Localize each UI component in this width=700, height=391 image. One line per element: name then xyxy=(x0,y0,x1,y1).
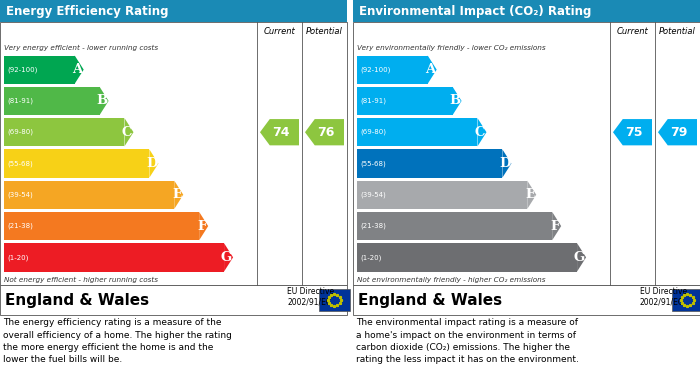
Polygon shape xyxy=(552,212,561,240)
Bar xyxy=(353,285,700,315)
Text: A: A xyxy=(72,63,83,76)
Text: G: G xyxy=(574,251,585,264)
Text: 79: 79 xyxy=(671,126,687,139)
Text: B: B xyxy=(449,95,461,108)
Text: (55-68): (55-68) xyxy=(7,160,33,167)
Text: Not environmentally friendly - higher CO₂ emissions: Not environmentally friendly - higher CO… xyxy=(357,277,545,283)
Bar xyxy=(357,56,428,84)
Text: Very environmentally friendly - lower CO₂ emissions: Very environmentally friendly - lower CO… xyxy=(357,45,545,51)
Bar xyxy=(357,181,527,209)
Text: (92-100): (92-100) xyxy=(7,66,37,73)
Polygon shape xyxy=(99,87,108,115)
Polygon shape xyxy=(199,212,208,240)
Text: (1-20): (1-20) xyxy=(360,254,382,261)
Text: (69-80): (69-80) xyxy=(7,129,33,135)
Text: The energy efficiency rating is a measure of the
overall efficiency of a home. T: The energy efficiency rating is a measur… xyxy=(3,318,232,364)
Polygon shape xyxy=(125,118,134,146)
Text: B: B xyxy=(97,95,108,108)
Text: (39-54): (39-54) xyxy=(360,192,386,198)
Text: Current: Current xyxy=(617,27,648,36)
Polygon shape xyxy=(503,149,512,178)
Text: EU Directive
2002/91/EC: EU Directive 2002/91/EC xyxy=(640,287,687,307)
Text: Energy Efficiency Rating: Energy Efficiency Rating xyxy=(6,5,169,18)
Bar xyxy=(4,212,199,240)
Bar xyxy=(353,0,700,22)
Text: D: D xyxy=(146,157,158,170)
Bar xyxy=(0,285,347,315)
Bar xyxy=(0,0,347,22)
Text: Not energy efficient - higher running costs: Not energy efficient - higher running co… xyxy=(4,277,158,283)
Text: F: F xyxy=(198,220,207,233)
Text: G: G xyxy=(220,251,232,264)
Text: E: E xyxy=(525,188,536,201)
Bar xyxy=(4,118,125,146)
Polygon shape xyxy=(658,119,697,145)
Text: Current: Current xyxy=(264,27,295,36)
Text: (92-100): (92-100) xyxy=(360,66,391,73)
Bar xyxy=(357,212,552,240)
Text: Environmental Impact (CO₂) Rating: Environmental Impact (CO₂) Rating xyxy=(359,5,592,18)
Text: (21-38): (21-38) xyxy=(360,223,386,229)
Text: The environmental impact rating is a measure of
a home's impact on the environme: The environmental impact rating is a mea… xyxy=(356,318,579,364)
Text: 74: 74 xyxy=(272,126,290,139)
Text: EU Directive
2002/91/EC: EU Directive 2002/91/EC xyxy=(287,287,334,307)
Bar xyxy=(319,289,350,311)
Text: (81-91): (81-91) xyxy=(7,98,33,104)
Polygon shape xyxy=(477,118,486,146)
Bar xyxy=(4,87,99,115)
Bar xyxy=(357,87,453,115)
Polygon shape xyxy=(305,119,344,145)
Polygon shape xyxy=(260,119,299,145)
Text: 75: 75 xyxy=(625,126,643,139)
Text: (81-91): (81-91) xyxy=(360,98,386,104)
Bar xyxy=(357,149,503,178)
Text: (39-54): (39-54) xyxy=(7,192,33,198)
Text: E: E xyxy=(172,188,182,201)
Polygon shape xyxy=(613,119,652,145)
Text: C: C xyxy=(475,126,486,139)
Bar xyxy=(357,118,477,146)
Bar xyxy=(353,22,700,285)
Polygon shape xyxy=(224,243,233,271)
Text: Potential: Potential xyxy=(306,27,343,36)
Text: F: F xyxy=(551,220,560,233)
Text: Very energy efficient - lower running costs: Very energy efficient - lower running co… xyxy=(4,45,158,51)
Bar xyxy=(4,56,75,84)
Bar xyxy=(4,181,174,209)
Bar xyxy=(4,243,224,271)
Polygon shape xyxy=(453,87,461,115)
Text: C: C xyxy=(122,126,132,139)
Text: (69-80): (69-80) xyxy=(360,129,386,135)
Polygon shape xyxy=(428,56,437,84)
Bar xyxy=(4,149,149,178)
Text: England & Wales: England & Wales xyxy=(5,292,149,307)
Text: Potential: Potential xyxy=(659,27,696,36)
Bar xyxy=(0,22,347,285)
Text: (1-20): (1-20) xyxy=(7,254,29,261)
Polygon shape xyxy=(149,149,158,178)
Text: England & Wales: England & Wales xyxy=(358,292,502,307)
Polygon shape xyxy=(174,181,183,209)
Text: (21-38): (21-38) xyxy=(7,223,33,229)
Text: (55-68): (55-68) xyxy=(360,160,386,167)
Polygon shape xyxy=(75,56,84,84)
Text: 76: 76 xyxy=(317,126,335,139)
Bar xyxy=(672,289,700,311)
Polygon shape xyxy=(527,181,536,209)
Text: A: A xyxy=(426,63,435,76)
Text: D: D xyxy=(499,157,510,170)
Polygon shape xyxy=(577,243,586,271)
Bar xyxy=(357,243,577,271)
